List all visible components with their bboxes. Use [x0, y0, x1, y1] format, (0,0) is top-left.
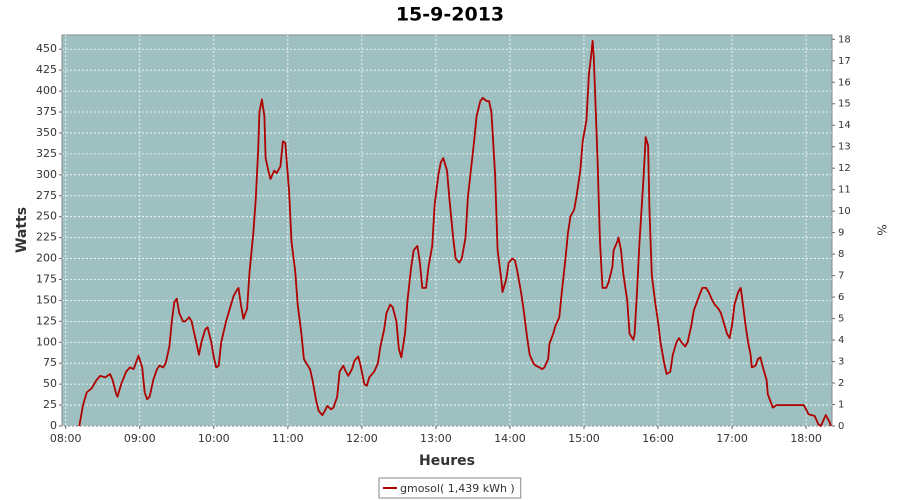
y2-tick-label: 16	[838, 77, 851, 88]
y2-tick-label: 14	[838, 120, 851, 131]
x-tick-label: 14:00	[494, 432, 526, 445]
x-tick-label: 18:00	[790, 432, 822, 445]
y2-tick-label: 12	[838, 163, 851, 174]
y2-tick-label: 5	[838, 314, 844, 325]
x-tick-label: 11:00	[272, 432, 304, 445]
y2-tick-label: 18	[838, 34, 851, 45]
y-tick-label: 400	[36, 84, 57, 97]
y2-tick-label: 9	[838, 228, 844, 239]
y2-tick-label: 13	[838, 142, 851, 153]
legend-box	[378, 477, 522, 499]
y2-axis-label: %	[875, 224, 889, 235]
y2-tick-label: 10	[838, 206, 851, 217]
y-axis-label: Watts	[14, 207, 30, 253]
x-tick-label: 09:00	[124, 432, 156, 445]
y2-tick-label: 15	[838, 99, 851, 110]
x-tick-label: 08:00	[50, 432, 82, 445]
x-tick-label: 16:00	[642, 432, 674, 445]
chart-title: 15-9-2013	[396, 4, 504, 26]
y-tick-label: 175	[36, 272, 57, 285]
y-tick-label: 150	[36, 293, 57, 306]
data-line	[78, 40, 832, 427]
x-tick-label: 12:00	[346, 432, 378, 445]
y2-tick-label: 7	[838, 271, 844, 282]
y2-tick-label: 3	[838, 357, 844, 368]
y-tick-label: 325	[36, 147, 57, 160]
plot-background	[61, 34, 833, 427]
y-tick-label: 100	[36, 335, 57, 348]
y2-tick-label: 6	[838, 292, 844, 303]
x-tick-label: 17:00	[716, 432, 748, 445]
y2-tick-label: 11	[838, 185, 851, 196]
y2-tick-label: 17	[838, 56, 851, 67]
y-tick-label: 275	[36, 189, 57, 202]
y2-tick-label: 2	[838, 378, 844, 389]
x-tick-label: 15:00	[568, 432, 600, 445]
y2-tick-label: 4	[838, 335, 844, 346]
y-tick-label: 200	[36, 252, 57, 265]
legend-label: gmosol( 1,439 kWh )	[400, 482, 515, 495]
y-tick-label: 225	[36, 231, 57, 244]
x-tick-label: 10:00	[198, 432, 230, 445]
y2-tick-label: 0	[838, 421, 844, 432]
y-tick-label: 425	[36, 63, 57, 76]
y-tick-label: 25	[43, 398, 57, 411]
x-tick-label: 13:00	[420, 432, 452, 445]
y-tick-label: 375	[36, 105, 57, 118]
legend: gmosol( 1,439 kWh )	[378, 477, 522, 499]
y-tick-label: 300	[36, 168, 57, 181]
x-axis-label: Heures	[419, 453, 475, 469]
y-tick-label: 250	[36, 210, 57, 223]
y2-tick-label: 8	[838, 249, 844, 260]
y-tick-label: 50	[43, 377, 57, 390]
y-tick-label: 75	[43, 356, 57, 369]
y-tick-label: 0	[50, 419, 57, 432]
y-tick-label: 350	[36, 126, 57, 139]
y2-tick-label: 1	[838, 400, 844, 411]
y-tick-label: 450	[36, 42, 57, 55]
y-tick-label: 125	[36, 314, 57, 327]
